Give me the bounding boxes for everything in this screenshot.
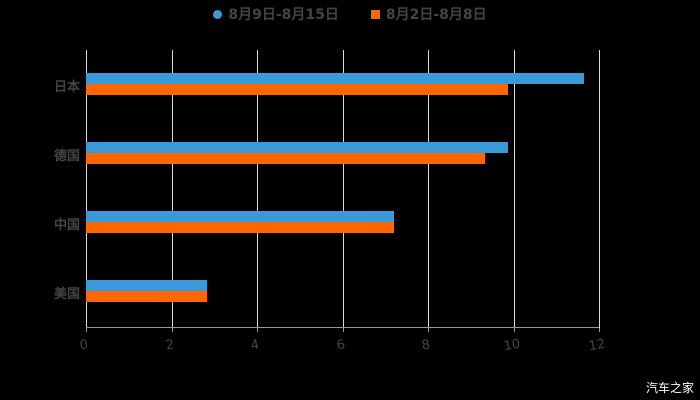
bar-orange	[86, 84, 508, 95]
category-label: 日本	[53, 80, 80, 95]
bar-orange	[86, 153, 485, 164]
x-tick-label: 8	[420, 337, 432, 354]
x-tick-label: 4	[249, 337, 261, 354]
bar-blue	[86, 280, 207, 291]
gridline	[257, 50, 258, 328]
axis-tick	[428, 328, 429, 332]
x-tick-label: 10	[502, 336, 522, 355]
gridline	[599, 50, 600, 328]
axis-tick	[343, 328, 344, 332]
watermark: 汽车之家	[645, 381, 694, 395]
category-label: 德国	[53, 149, 80, 164]
gridline	[172, 50, 173, 328]
legend-label: 8月9日-8月15日	[228, 7, 339, 23]
bar-orange	[86, 291, 207, 302]
legend-item-series2: 8月2日-8月8日	[370, 4, 487, 24]
legend-marker-orange	[370, 9, 380, 19]
gridline	[514, 50, 515, 328]
category-label: 中国	[53, 218, 80, 233]
legend-marker-blue	[213, 9, 223, 19]
plot-area	[86, 50, 600, 332]
category-label: 美国	[53, 287, 80, 302]
axis-tick	[86, 328, 87, 332]
legend-label: 8月2日-8月8日	[385, 7, 487, 23]
legend-item-series1: 8月9日-8月15日	[213, 4, 339, 24]
axis-tick	[172, 328, 173, 332]
x-tick-label: 2	[164, 337, 176, 354]
x-tick-label: 6	[335, 337, 347, 354]
x-tick-label: 12	[587, 336, 607, 355]
gridline	[343, 50, 344, 328]
bar-blue	[86, 73, 585, 84]
axis-tick	[599, 328, 600, 332]
x-tick-label: 0	[78, 337, 90, 354]
x-axis	[86, 327, 599, 328]
bar-blue	[86, 211, 394, 222]
chart-legend: 8月9日-8月15日 8月2日-8月8日	[0, 4, 700, 24]
axis-tick	[514, 328, 515, 332]
bar-blue	[86, 142, 508, 153]
gridline	[86, 50, 87, 328]
bar-orange	[86, 222, 394, 233]
gridline	[428, 50, 429, 328]
axis-tick	[257, 328, 258, 332]
